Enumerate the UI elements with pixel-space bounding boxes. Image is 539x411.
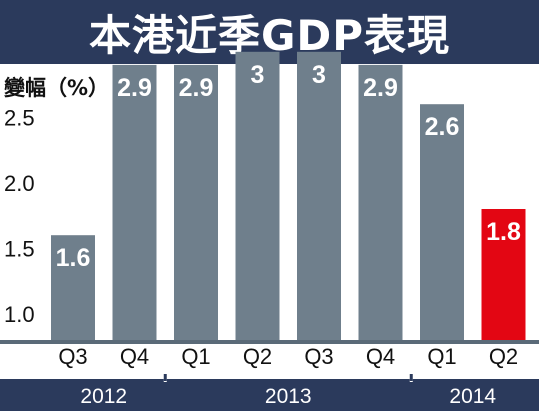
x-tick-label: Q2 <box>243 344 272 369</box>
bar <box>420 104 464 340</box>
x-axis-baseline <box>0 340 539 344</box>
year-label: 2012 <box>80 385 127 408</box>
bar-value-label: 2.9 <box>117 74 152 102</box>
y-tick-label: 1.0 <box>4 302 35 327</box>
bar-value-label: 1.6 <box>56 244 91 272</box>
bar <box>235 51 280 341</box>
bar-value-label: 2.9 <box>363 74 398 102</box>
bar-value-label: 3 <box>251 61 265 89</box>
y-axis-label: 變幅（%） <box>4 76 110 100</box>
x-tick-label: Q4 <box>120 344 149 369</box>
x-tick-label: Q3 <box>58 344 87 369</box>
y-tick-label: 2.5 <box>4 105 35 130</box>
bar <box>481 209 526 340</box>
x-tick-label: Q1 <box>427 344 456 369</box>
year-label: 2013 <box>265 385 312 408</box>
year-band <box>0 379 539 411</box>
y-tick-label: 2.0 <box>4 171 35 196</box>
bar <box>297 51 341 341</box>
year-divider-tick <box>409 374 413 381</box>
bar-value-label: 1.8 <box>486 218 521 246</box>
x-tick-label: Q3 <box>304 344 333 369</box>
bar-value-label: 2.9 <box>179 74 214 102</box>
x-tick-label: Q4 <box>366 344 395 369</box>
bar-value-label: 2.6 <box>425 113 460 141</box>
bar <box>112 64 157 341</box>
year-divider-tick <box>163 374 167 381</box>
bar <box>174 64 218 341</box>
x-tick-label: Q2 <box>489 344 518 369</box>
y-tick-label: 1.5 <box>4 236 35 261</box>
bar <box>358 64 403 341</box>
bar-value-label: 3 <box>312 61 326 89</box>
bar <box>51 235 95 340</box>
x-tick-label: Q1 <box>181 344 210 369</box>
year-label: 2014 <box>449 385 496 408</box>
